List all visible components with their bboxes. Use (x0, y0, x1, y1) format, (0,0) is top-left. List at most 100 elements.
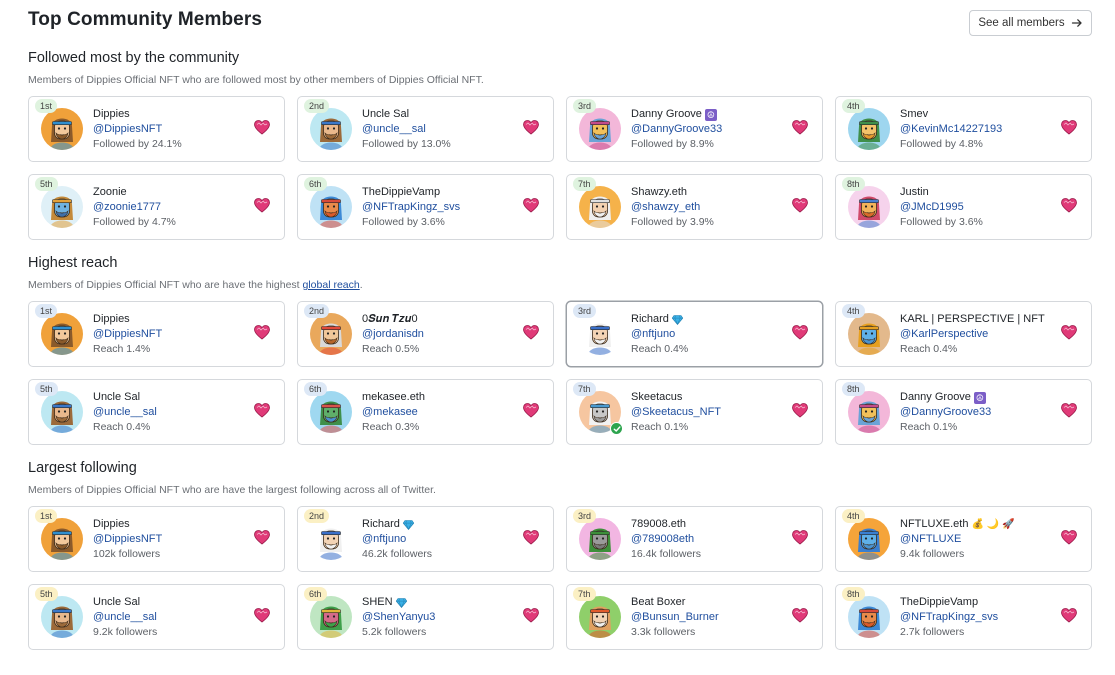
member-handle[interactable]: @DippiesNFT (93, 123, 163, 135)
heart-icon[interactable] (792, 325, 808, 340)
avatar[interactable] (848, 186, 890, 228)
avatar[interactable] (310, 391, 352, 433)
heart-icon[interactable] (523, 403, 539, 418)
member-handle[interactable]: @DannyGroove33 (900, 406, 992, 418)
member-card[interactable]: 4th KARL | PERSPECTIVE | NFT @KarlPerspect… (835, 301, 1092, 367)
member-handle[interactable]: @uncle__sal (93, 611, 157, 623)
member-handle[interactable]: @KarlPerspective (900, 328, 989, 340)
member-handle[interactable]: @nftjuno (362, 533, 407, 545)
member-handle[interactable]: @jordanisdn (362, 328, 424, 340)
member-handle[interactable]: @DannyGroove33 (631, 123, 723, 135)
member-card[interactable]: 7th Shawzy.eth @shawzy_eth Followed by 3.9% (566, 174, 823, 240)
member-handle[interactable]: @uncle__sal (362, 123, 426, 135)
heart-icon[interactable] (523, 530, 539, 545)
avatar[interactable] (579, 186, 621, 228)
heart-icon[interactable] (254, 530, 270, 545)
member-card[interactable]: 8th TheDippieVamp @NFTrapKingz_svs 2.7k fol… (835, 584, 1092, 650)
member-handle[interactable]: @Skeetacus_NFT (631, 406, 722, 418)
avatar[interactable] (310, 108, 352, 150)
member-handle[interactable]: @NFTrapKingz_svs (362, 201, 461, 213)
member-card[interactable]: 3rd Richard @nftjuno Reach 0.4% (566, 301, 823, 367)
member-card[interactable]: 5th Uncle Sal @uncle__sal 9.2k followers (28, 584, 285, 650)
avatar[interactable] (848, 596, 890, 638)
member-card[interactable]: 6th mekasee.eth @mekasee Reach 0.3% (297, 379, 554, 445)
member-card[interactable]: 2nd 0𝑺𝒖𝒏 𝑻𝒛𝒖0 @jordanisdn Reach 0.5% (297, 301, 554, 367)
avatar[interactable] (41, 108, 83, 150)
avatar[interactable] (579, 313, 621, 355)
avatar[interactable] (848, 518, 890, 560)
avatar[interactable] (579, 596, 621, 638)
avatar[interactable] (310, 596, 352, 638)
member-handle[interactable]: @shawzy_eth (631, 201, 701, 213)
avatar[interactable] (41, 186, 83, 228)
avatar[interactable] (310, 313, 352, 355)
heart-icon[interactable] (523, 608, 539, 623)
member-card[interactable]: 2nd Richard @nftjuno 46.2k followers (297, 506, 554, 572)
heart-icon[interactable] (254, 325, 270, 340)
heart-icon[interactable] (792, 120, 808, 135)
member-name: Skeetacus (631, 390, 791, 405)
heart-icon[interactable] (523, 120, 539, 135)
heart-icon[interactable] (523, 198, 539, 213)
heart-icon[interactable] (792, 530, 808, 545)
heart-icon[interactable] (254, 120, 270, 135)
avatar[interactable] (310, 518, 352, 560)
member-card[interactable]: 5th Zoonie @zoonie1777 Followed by 4.7% (28, 174, 285, 240)
member-card[interactable]: 1st Dippies @DippiesNFT 102k followers (28, 506, 285, 572)
member-card[interactable]: 7th Beat Boxer @Bunsun_Burner 3.3k follower… (566, 584, 823, 650)
member-handle[interactable]: @789008eth (631, 533, 695, 545)
heart-icon[interactable] (1061, 120, 1077, 135)
avatar[interactable] (579, 518, 621, 560)
member-handle[interactable]: @mekasee (362, 406, 418, 418)
heart-icon[interactable] (1061, 608, 1077, 623)
member-card[interactable]: 8th Justin @JMcD1995 Followed by 3.6% (835, 174, 1092, 240)
heart-icon[interactable] (254, 403, 270, 418)
avatar[interactable] (579, 108, 621, 150)
member-card[interactable]: 4th Smev @KevinMc14227193 Followed by 4.8% (835, 96, 1092, 162)
heart-icon[interactable] (792, 608, 808, 623)
diamond-icon (402, 519, 414, 530)
member-card[interactable]: 3rd 789008.eth @789008eth 16.4k followers (566, 506, 823, 572)
avatar[interactable] (848, 108, 890, 150)
member-card[interactable]: 6th SHEN @ShenYanyu3 5.2k followers (297, 584, 554, 650)
avatar[interactable] (41, 313, 83, 355)
member-card[interactable]: 1st Dippies @DippiesNFT Reach 1.4% (28, 301, 285, 367)
heart-icon[interactable] (1061, 325, 1077, 340)
member-card[interactable]: 6th TheDippieVamp @NFTrapKingz_svs Followed… (297, 174, 554, 240)
avatar[interactable] (848, 313, 890, 355)
heart-icon[interactable] (792, 198, 808, 213)
member-handle[interactable]: @KevinMc14227193 (900, 123, 1003, 135)
heart-icon[interactable] (1061, 198, 1077, 213)
member-card[interactable]: 5th Uncle Sal @uncle__sal Reach 0.4% (28, 379, 285, 445)
heart-icon[interactable] (1061, 530, 1077, 545)
member-name: mekasee.eth (362, 390, 522, 405)
member-handle[interactable]: @DippiesNFT (93, 328, 163, 340)
member-card[interactable]: 7th Skeetacus @Skeetacus_NFT Reach 0.1% (566, 379, 823, 445)
avatar[interactable] (41, 596, 83, 638)
member-handle[interactable]: @JMcD1995 (900, 201, 964, 213)
heart-icon[interactable] (523, 325, 539, 340)
avatar[interactable] (848, 391, 890, 433)
global-reach-link[interactable]: global reach (302, 279, 360, 291)
member-handle[interactable]: @NFTrapKingz_svs (900, 611, 999, 623)
see-all-members-button[interactable]: See all members (969, 10, 1092, 36)
member-card[interactable]: 4th NFTLUXE.eth 💰 🌙 🚀 @NFTLUXE 9.4k followers (835, 506, 1092, 572)
avatar[interactable] (41, 518, 83, 560)
member-handle[interactable]: @uncle__sal (93, 406, 157, 418)
heart-icon[interactable] (792, 403, 808, 418)
member-handle[interactable]: @nftjuno (631, 328, 676, 340)
heart-icon[interactable] (254, 608, 270, 623)
avatar[interactable] (41, 391, 83, 433)
member-handle[interactable]: @Bunsun_Burner (631, 611, 719, 623)
member-handle[interactable]: @DippiesNFT (93, 533, 163, 545)
avatar[interactable] (310, 186, 352, 228)
member-handle[interactable]: @ShenYanyu3 (362, 611, 436, 623)
member-card[interactable]: 3rd Danny Groove ☮ @DannyGroove33 Followed b… (566, 96, 823, 162)
member-handle[interactable]: @zoonie1777 (93, 201, 162, 213)
heart-icon[interactable] (254, 198, 270, 213)
heart-icon[interactable] (1061, 403, 1077, 418)
member-card[interactable]: 2nd Uncle Sal @uncle__sal Followed by 13.0% (297, 96, 554, 162)
member-card[interactable]: 8th Danny Groove ☮ @DannyGroove33 Reach 0.1% (835, 379, 1092, 445)
member-card[interactable]: 1st Dippies @DippiesNFT Followed by 24.1% (28, 96, 285, 162)
member-handle[interactable]: @NFTLUXE (900, 533, 962, 545)
